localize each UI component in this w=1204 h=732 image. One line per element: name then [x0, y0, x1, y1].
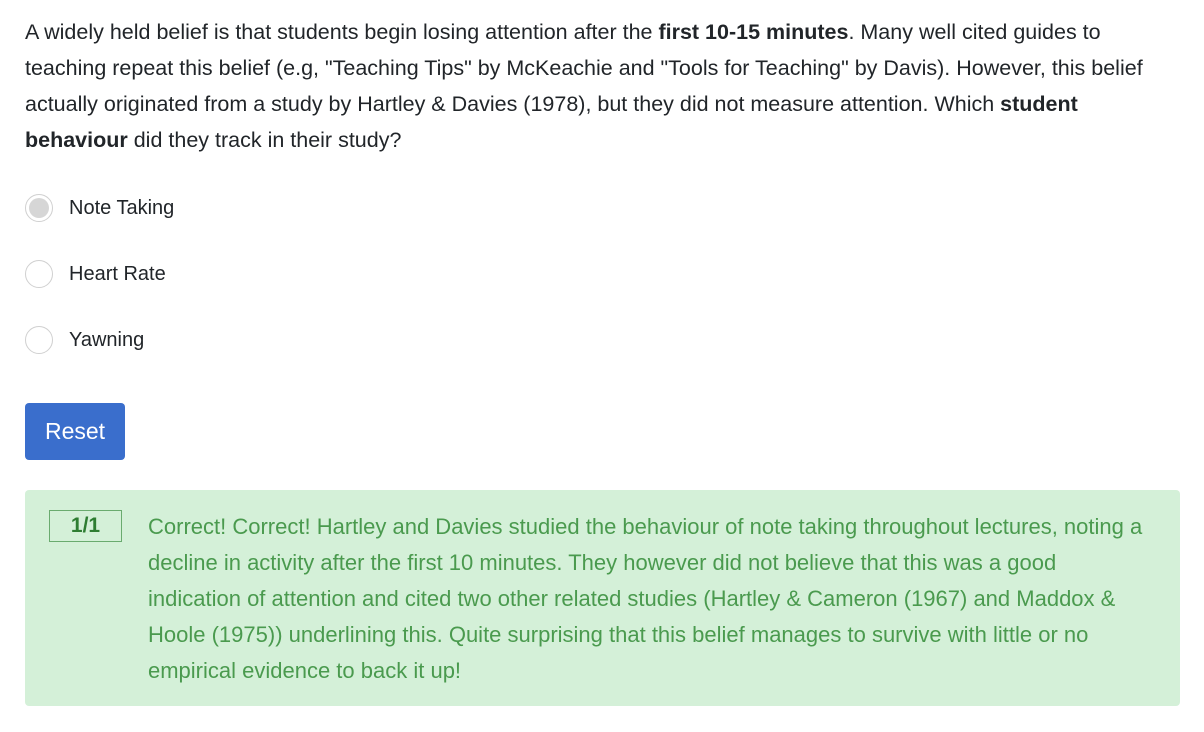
radio-button-heart-rate[interactable] — [25, 260, 53, 288]
option-yawning[interactable]: Yawning — [25, 325, 144, 355]
feedback-panel: 1/1 Correct! Correct! Hartley and Davies… — [25, 490, 1180, 706]
question-bold-1: first 10-15 minutes — [658, 20, 849, 44]
option-label: Note Taking — [69, 196, 175, 219]
radio-button-note-taking[interactable] — [25, 194, 53, 222]
option-note-taking[interactable]: Note Taking — [25, 193, 174, 223]
radio-button-yawning[interactable] — [25, 326, 53, 354]
question-bold-2: student behaviour — [25, 92, 1078, 152]
option-heart-rate[interactable]: Heart Rate — [25, 259, 166, 289]
reset-button[interactable]: Reset — [25, 403, 125, 460]
option-label: Yawning — [69, 328, 145, 351]
option-label: Heart Rate — [69, 262, 166, 285]
question-part-3: did they track in their study? — [127, 128, 402, 152]
feedback-text: Correct! Correct! Hartley and Davies stu… — [148, 514, 1143, 683]
question-text: A widely held belief is that students be… — [25, 14, 1175, 158]
score-badge: 1/1 — [49, 510, 122, 542]
question-part-1: A widely held belief is that students be… — [25, 20, 659, 44]
question-part-2: . Many well cited guides to teaching rep… — [25, 20, 1143, 116]
